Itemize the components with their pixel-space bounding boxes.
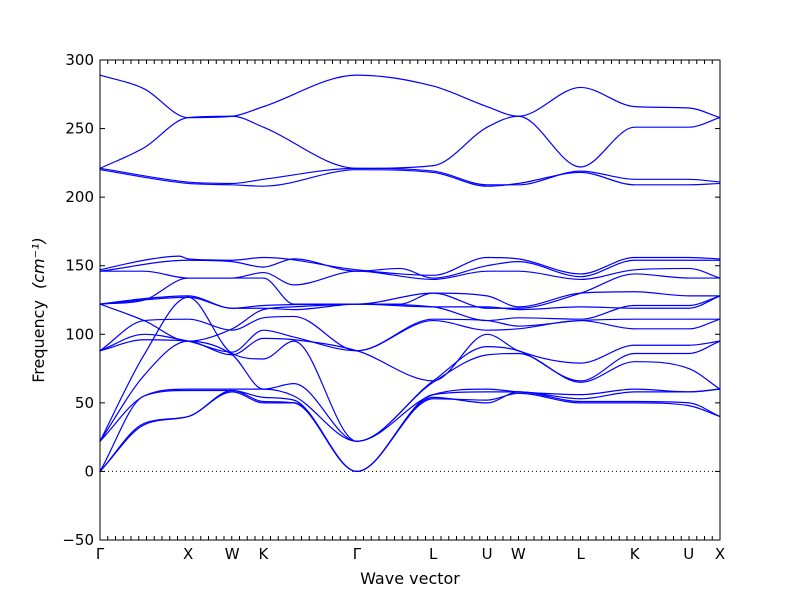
y-tick-label: 150	[65, 257, 94, 275]
y-tick-label: −50	[62, 531, 94, 549]
x-tick-label: L	[576, 545, 585, 563]
x-tick-label: X	[183, 545, 193, 563]
axis-ticks	[99, 59, 721, 541]
x-tick-label: L	[429, 545, 438, 563]
y-tick-label: 0	[84, 462, 94, 480]
y-tick-labels: −50 0 50 100 150 200 250 300	[62, 51, 94, 549]
x-tick-label: U	[482, 545, 493, 563]
x-tick-label: W	[225, 545, 240, 563]
band-line-8	[99, 273, 721, 309]
band-line-20	[99, 391, 721, 473]
band-line-13	[99, 318, 721, 353]
band-line-3	[99, 167, 721, 186]
band-line-10	[99, 295, 721, 311]
x-tick-label: K	[630, 545, 641, 563]
x-tick-label: X	[715, 545, 725, 563]
band-line-11	[99, 295, 721, 342]
y-tick-label: 50	[75, 394, 94, 412]
y-tick-label: 300	[65, 51, 94, 69]
x-tick-label: Γ	[96, 545, 105, 563]
band-lines	[99, 74, 721, 473]
band-line-6	[99, 258, 721, 279]
band-line-16	[99, 340, 721, 442]
band-line-1	[99, 74, 721, 119]
x-tick-label: U	[683, 545, 694, 563]
band-line-5	[99, 255, 721, 276]
y-axis-label-unit: (cm⁻¹)	[29, 237, 48, 289]
band-line-12	[99, 315, 721, 352]
x-tick-label: W	[511, 545, 526, 563]
y-tick-label: 200	[65, 188, 94, 206]
band-line-2	[99, 115, 721, 169]
band-line-14	[99, 333, 721, 382]
x-tick-label: Γ	[353, 545, 362, 563]
y-axis-label-text: Frequency	[29, 300, 48, 383]
band-line-9	[99, 291, 721, 309]
x-tick-label: K	[258, 545, 269, 563]
y-tick-label: 250	[65, 120, 94, 138]
y-tick-label: 100	[65, 325, 94, 343]
y-axis-label: Frequency (cm⁻¹)	[29, 237, 48, 382]
plot-frame	[99, 59, 721, 541]
band-line-4	[99, 169, 721, 187]
band-line-17	[99, 388, 721, 442]
x-axis-label: Wave vector	[360, 569, 460, 588]
